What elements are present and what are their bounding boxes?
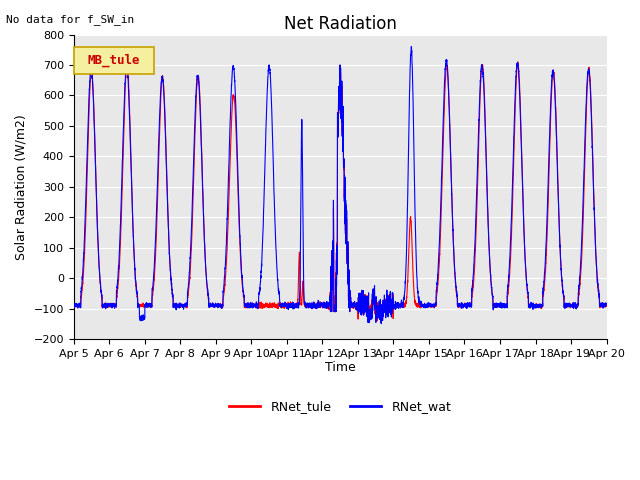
Y-axis label: Solar Radiation (W/m2): Solar Radiation (W/m2)	[15, 114, 28, 260]
RNet_wat	[378, 321, 385, 326]
RNet_wat	[490, 304, 498, 310]
RNet_wat	[602, 300, 610, 306]
RNet_wat	[408, 44, 415, 49]
Title: Net Radiation: Net Radiation	[284, 15, 397, 33]
RNet_tule	[166, 252, 173, 258]
RNet_wat	[430, 301, 438, 307]
RNet_tule	[490, 302, 497, 308]
RNet_wat	[460, 303, 467, 309]
Text: No data for f_SW_in: No data for f_SW_in	[6, 14, 134, 25]
Legend: RNet_tule, RNet_wat: RNet_tule, RNet_wat	[224, 395, 456, 418]
RNet_tule	[430, 303, 438, 309]
FancyBboxPatch shape	[74, 47, 154, 74]
RNet_tule	[514, 59, 522, 65]
RNet_tule	[602, 303, 610, 309]
RNet_tule	[320, 303, 328, 309]
RNet_wat	[70, 304, 77, 310]
Line: RNet_tule: RNet_tule	[74, 62, 607, 321]
Text: MB_tule: MB_tule	[88, 54, 140, 67]
X-axis label: Time: Time	[324, 361, 356, 374]
RNet_wat	[166, 252, 173, 258]
RNet_tule	[603, 303, 611, 309]
RNet_tule	[373, 318, 381, 324]
RNet_wat	[603, 301, 611, 307]
Line: RNet_wat: RNet_wat	[74, 47, 607, 324]
RNet_wat	[320, 302, 328, 308]
RNet_tule	[70, 303, 77, 309]
RNet_tule	[460, 303, 467, 309]
